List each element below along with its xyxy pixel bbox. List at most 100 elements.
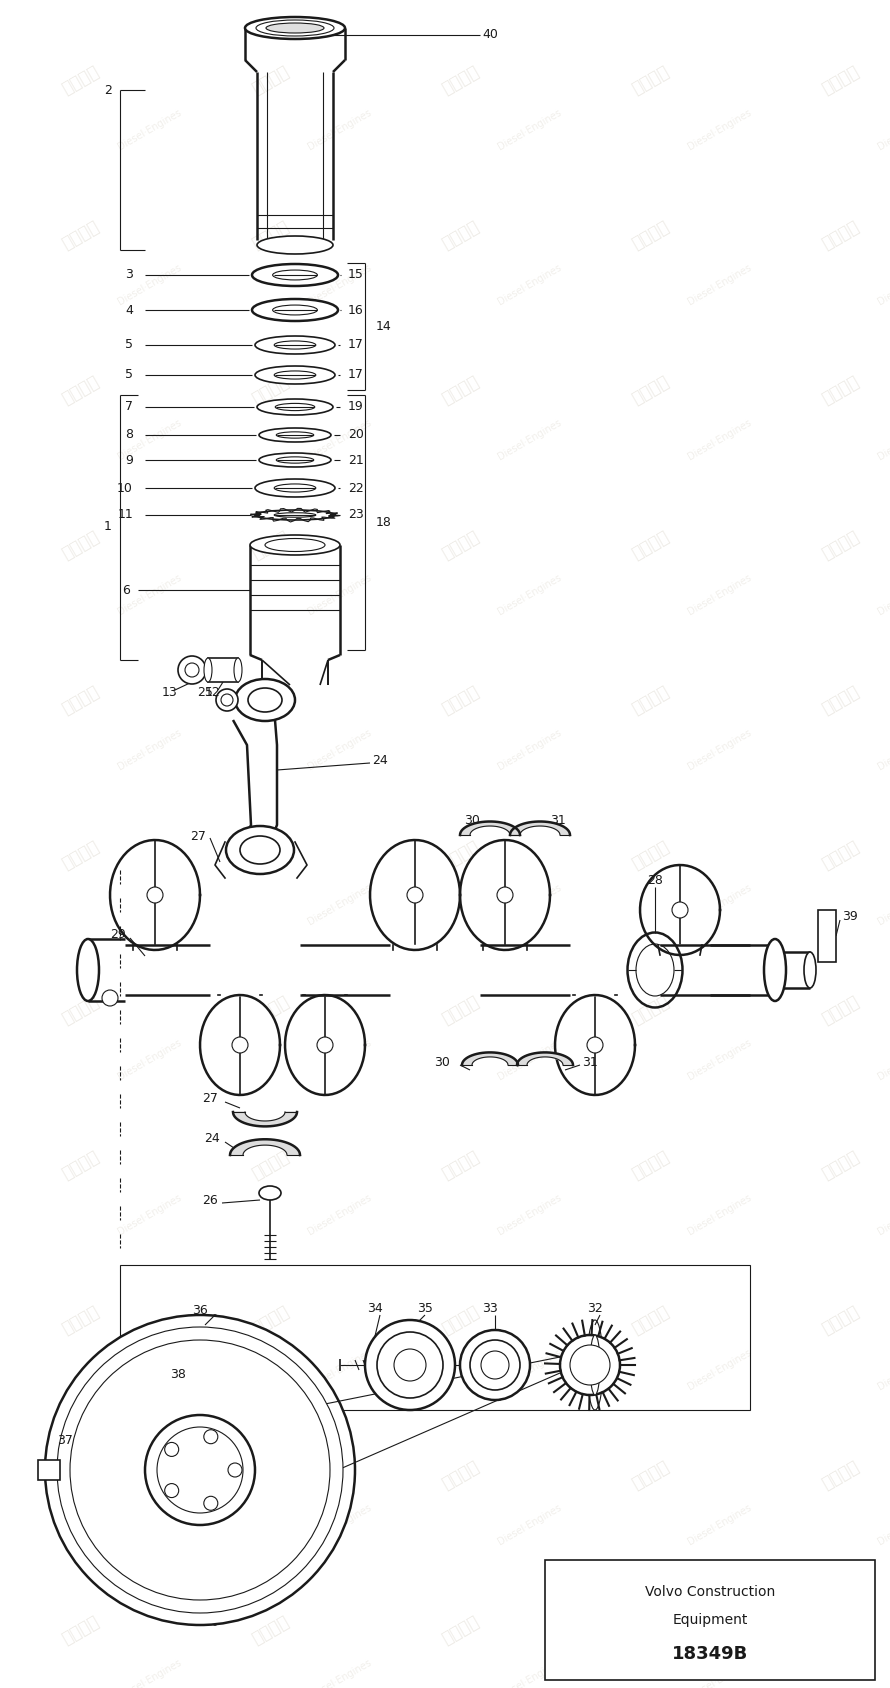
Text: 聚发动力: 聚发动力 (628, 218, 672, 253)
Text: 3: 3 (125, 268, 133, 282)
Text: 6: 6 (122, 584, 130, 596)
Ellipse shape (250, 535, 340, 555)
Text: 39: 39 (842, 910, 858, 923)
Text: 31: 31 (582, 1055, 598, 1069)
Ellipse shape (257, 236, 333, 253)
Text: 聚发动力: 聚发动力 (818, 62, 862, 98)
Text: 14: 14 (376, 319, 392, 333)
Text: 聚发动力: 聚发动力 (248, 1457, 292, 1492)
Polygon shape (233, 1112, 297, 1126)
Text: Diesel·Engines: Diesel·Engines (117, 417, 183, 463)
Text: Diesel·Engines: Diesel·Engines (877, 1658, 890, 1688)
Circle shape (102, 989, 118, 1006)
Text: Diesel·Engines: Diesel·Engines (117, 1347, 183, 1393)
Text: Diesel·Engines: Diesel·Engines (686, 263, 754, 307)
Ellipse shape (276, 457, 313, 463)
Text: 聚发动力: 聚发动力 (248, 837, 292, 873)
Text: 聚发动力: 聚发动力 (58, 993, 101, 1028)
Text: 38: 38 (170, 1369, 186, 1381)
Polygon shape (658, 945, 702, 955)
Ellipse shape (587, 1320, 603, 1409)
Text: Diesel·Engines: Diesel·Engines (877, 108, 890, 152)
Text: 33: 33 (482, 1301, 498, 1315)
Text: Diesel·Engines: Diesel·Engines (117, 108, 183, 152)
Text: 17: 17 (348, 339, 364, 351)
Ellipse shape (235, 679, 295, 721)
Text: 聚发动力: 聚发动力 (628, 1612, 672, 1647)
Text: 聚发动力: 聚发动力 (248, 1148, 292, 1183)
Bar (120, 1264, 750, 1409)
Text: 聚发动力: 聚发动力 (438, 373, 481, 408)
Text: 聚发动力: 聚发动力 (818, 837, 862, 873)
Text: 19: 19 (348, 400, 364, 414)
Circle shape (70, 1340, 330, 1600)
Text: 5: 5 (125, 339, 133, 351)
Ellipse shape (764, 939, 786, 1001)
Text: 12: 12 (205, 687, 221, 699)
Ellipse shape (259, 429, 331, 442)
Circle shape (145, 1415, 255, 1524)
Ellipse shape (274, 513, 316, 517)
Text: 聚发动力: 聚发动力 (818, 1148, 862, 1183)
Bar (208, 658, 238, 682)
Text: 聚发动力: 聚发动力 (248, 373, 292, 408)
Text: Diesel·Engines: Diesel·Engines (117, 1658, 183, 1688)
Text: 18349B: 18349B (672, 1646, 748, 1663)
Text: 24: 24 (204, 1131, 220, 1144)
Polygon shape (510, 822, 570, 836)
Text: 36: 36 (192, 1303, 208, 1317)
Text: Diesel·Engines: Diesel·Engines (117, 728, 183, 773)
Ellipse shape (204, 1403, 226, 1538)
Circle shape (570, 1345, 610, 1384)
Text: 29: 29 (110, 928, 125, 942)
Circle shape (407, 886, 423, 903)
Text: 40: 40 (482, 29, 498, 42)
Text: 聚发动力: 聚发动力 (438, 837, 481, 873)
Text: 聚发动力: 聚发动力 (58, 837, 101, 873)
Text: Diesel·Engines: Diesel·Engines (117, 883, 183, 927)
Text: 21: 21 (348, 454, 364, 466)
Polygon shape (133, 945, 177, 950)
Text: 20: 20 (348, 429, 364, 442)
Text: 23: 23 (348, 508, 364, 522)
Ellipse shape (240, 836, 280, 864)
Text: 聚发动力: 聚发动力 (248, 1301, 292, 1339)
Ellipse shape (266, 24, 324, 34)
Circle shape (185, 663, 199, 677)
Text: Diesel·Engines: Diesel·Engines (877, 1193, 890, 1237)
Text: Diesel·Engines: Diesel·Engines (877, 1502, 890, 1548)
Text: Diesel·Engines: Diesel·Engines (686, 108, 754, 152)
Bar (38, 1460, 60, 1480)
Ellipse shape (406, 1320, 424, 1409)
Circle shape (232, 1036, 248, 1053)
Text: 聚发动力: 聚发动力 (248, 993, 292, 1028)
Ellipse shape (221, 694, 233, 706)
Text: Diesel·Engines: Diesel·Engines (686, 1502, 754, 1548)
Text: 1: 1 (104, 520, 112, 533)
Circle shape (587, 1036, 603, 1053)
Text: 18: 18 (376, 515, 392, 528)
Text: 28: 28 (647, 873, 663, 886)
Ellipse shape (275, 403, 315, 410)
Text: 8: 8 (125, 429, 133, 442)
Text: Diesel·Engines: Diesel·Engines (306, 417, 374, 463)
Text: Diesel·Engines: Diesel·Engines (686, 572, 754, 618)
Polygon shape (285, 994, 365, 1096)
Text: Diesel·Engines: Diesel·Engines (497, 1502, 563, 1548)
Polygon shape (230, 1139, 300, 1155)
Text: 聚发动力: 聚发动力 (818, 1301, 862, 1339)
Polygon shape (483, 945, 527, 950)
Ellipse shape (276, 432, 313, 439)
Text: Diesel·Engines: Diesel·Engines (306, 1347, 374, 1393)
Ellipse shape (216, 689, 238, 711)
Text: Diesel·Engines: Diesel·Engines (497, 883, 563, 927)
Text: 24: 24 (372, 753, 388, 766)
Ellipse shape (804, 952, 816, 987)
Polygon shape (460, 841, 550, 950)
Text: Volvo Construction: Volvo Construction (645, 1585, 775, 1599)
Circle shape (165, 1443, 179, 1457)
Text: 26: 26 (202, 1193, 218, 1207)
Text: Diesel·Engines: Diesel·Engines (306, 1038, 374, 1082)
Polygon shape (251, 508, 340, 522)
Text: Diesel·Engines: Diesel·Engines (877, 883, 890, 927)
